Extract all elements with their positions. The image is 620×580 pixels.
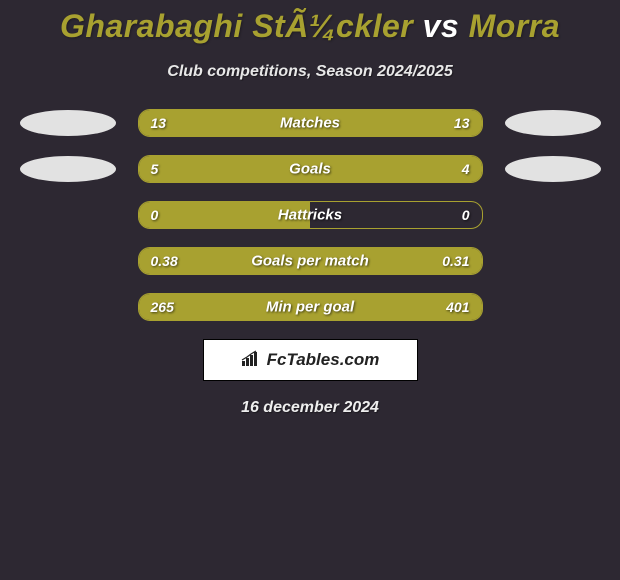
- brand-box[interactable]: FcTables.com: [203, 339, 418, 381]
- stat-row: 5 4 Goals: [0, 155, 620, 183]
- stat-bar: 13 13 Matches: [138, 109, 483, 137]
- chart-bars-icon: [241, 349, 261, 372]
- right-value: 401: [446, 299, 469, 315]
- stat-label: Matches: [280, 115, 340, 132]
- right-value: 13: [454, 115, 470, 131]
- player2-badge: [505, 156, 601, 182]
- player1-name: Gharabaghi StÃ¼ckler: [60, 8, 413, 44]
- stat-label: Goals per match: [251, 253, 369, 270]
- left-value: 5: [151, 161, 159, 177]
- left-value: 0.38: [151, 253, 178, 269]
- subtitle: Club competitions, Season 2024/2025: [0, 63, 620, 81]
- player2-name: Morra: [469, 8, 560, 44]
- bar-right-fill: [331, 156, 482, 182]
- player2-badge: [505, 110, 601, 136]
- right-value: 4: [462, 161, 470, 177]
- stat-label: Goals: [289, 161, 331, 178]
- stat-label: Hattricks: [278, 207, 342, 224]
- right-value: 0.31: [442, 253, 469, 269]
- stat-label: Min per goal: [266, 299, 354, 316]
- left-value: 0: [151, 207, 159, 223]
- date-text: 16 december 2024: [0, 399, 620, 417]
- left-value: 265: [151, 299, 174, 315]
- stat-bar: 0 0 Hattricks: [138, 201, 483, 229]
- brand-text: FcTables.com: [267, 350, 380, 370]
- right-value: 0: [462, 207, 470, 223]
- player1-badge: [20, 156, 116, 182]
- stat-row: 265 401 Min per goal: [0, 293, 620, 321]
- stat-bar: 5 4 Goals: [138, 155, 483, 183]
- vs-text: vs: [423, 8, 460, 44]
- stat-row: 13 13 Matches: [0, 109, 620, 137]
- page-title: Gharabaghi StÃ¼ckler vs Morra: [0, 0, 620, 45]
- stat-bar: 265 401 Min per goal: [138, 293, 483, 321]
- comparison-chart: 13 13 Matches 5 4 Goals 0 0 Hattricks 0.38 0.31 Goa…: [0, 109, 620, 321]
- player1-badge: [20, 110, 116, 136]
- stat-row: 0.38 0.31 Goals per match: [0, 247, 620, 275]
- left-value: 13: [151, 115, 167, 131]
- stat-bar: 0.38 0.31 Goals per match: [138, 247, 483, 275]
- stat-row: 0 0 Hattricks: [0, 201, 620, 229]
